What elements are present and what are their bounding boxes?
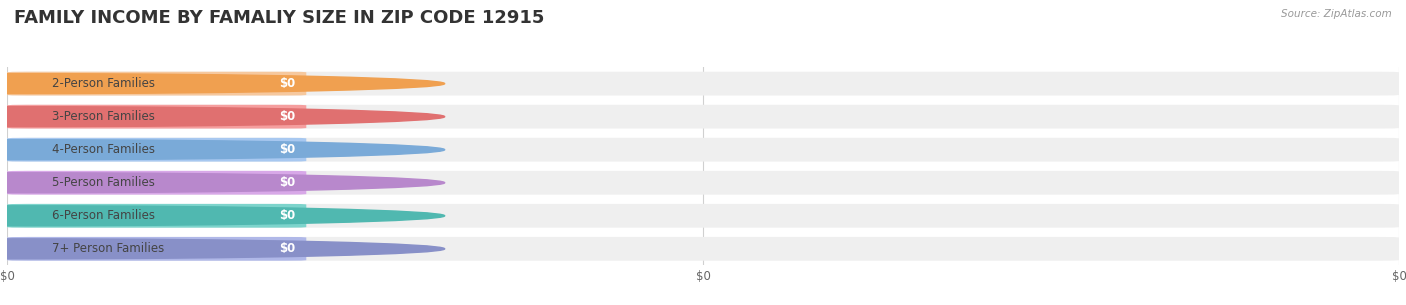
FancyBboxPatch shape <box>7 105 307 129</box>
Text: $0: $0 <box>278 176 295 189</box>
FancyBboxPatch shape <box>7 105 1399 129</box>
FancyBboxPatch shape <box>7 138 1399 162</box>
Text: 5-Person Families: 5-Person Families <box>52 176 155 189</box>
Circle shape <box>0 239 444 259</box>
FancyBboxPatch shape <box>7 72 1399 95</box>
FancyBboxPatch shape <box>7 237 1399 261</box>
Circle shape <box>0 140 444 160</box>
FancyBboxPatch shape <box>7 171 307 195</box>
Text: $0: $0 <box>278 110 295 123</box>
FancyBboxPatch shape <box>7 72 307 95</box>
Text: $0: $0 <box>278 143 295 156</box>
FancyBboxPatch shape <box>7 204 307 228</box>
Text: 4-Person Families: 4-Person Families <box>52 143 155 156</box>
Text: FAMILY INCOME BY FAMALIY SIZE IN ZIP CODE 12915: FAMILY INCOME BY FAMALIY SIZE IN ZIP COD… <box>14 9 544 27</box>
Circle shape <box>0 74 444 94</box>
Text: Source: ZipAtlas.com: Source: ZipAtlas.com <box>1281 9 1392 19</box>
Text: $0: $0 <box>278 77 295 90</box>
Text: $0: $0 <box>278 209 295 222</box>
Text: 6-Person Families: 6-Person Families <box>52 209 155 222</box>
FancyBboxPatch shape <box>7 237 307 261</box>
Circle shape <box>0 107 444 127</box>
Text: 3-Person Families: 3-Person Families <box>52 110 155 123</box>
FancyBboxPatch shape <box>7 138 307 162</box>
Text: 7+ Person Families: 7+ Person Families <box>52 242 165 255</box>
Circle shape <box>0 206 444 226</box>
FancyBboxPatch shape <box>7 204 1399 228</box>
Text: $0: $0 <box>278 242 295 255</box>
Circle shape <box>0 173 444 193</box>
Text: 2-Person Families: 2-Person Families <box>52 77 155 90</box>
FancyBboxPatch shape <box>7 171 1399 195</box>
